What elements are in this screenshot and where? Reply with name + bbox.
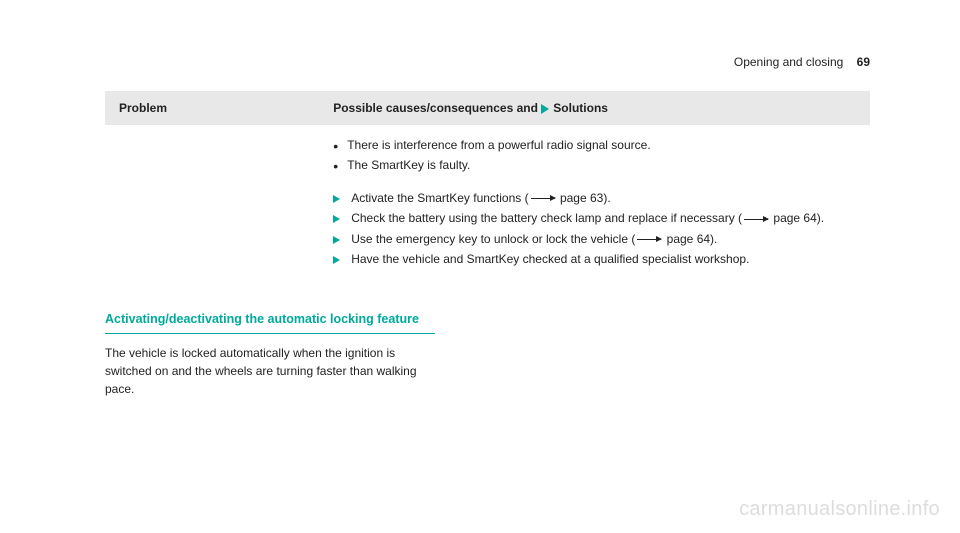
section-body: The vehicle is locked automatically when… bbox=[105, 344, 435, 398]
page-ref-arrow-icon bbox=[744, 219, 768, 220]
section-heading: Activating/deactivating the automatic lo… bbox=[105, 311, 435, 334]
actions-list: Activate the SmartKey functions ( page 6… bbox=[333, 188, 856, 270]
causes-list: There is interference from a powerful ra… bbox=[333, 135, 856, 176]
cell-solutions: There is interference from a powerful ra… bbox=[319, 125, 870, 283]
page-number: 69 bbox=[857, 55, 870, 69]
cause-item: There is interference from a powerful ra… bbox=[333, 135, 856, 155]
troubleshooting-table: Problem Possible causes/consequences and… bbox=[105, 91, 870, 283]
triangle-icon bbox=[333, 236, 340, 244]
chapter-title: Opening and closing bbox=[734, 55, 843, 69]
cell-problem bbox=[105, 125, 319, 283]
triangle-icon bbox=[333, 215, 340, 223]
action-item: Activate the SmartKey functions ( page 6… bbox=[333, 188, 856, 208]
page-ref-arrow-icon bbox=[531, 198, 555, 199]
cause-item: The SmartKey is faulty. bbox=[333, 155, 856, 175]
triangle-icon bbox=[541, 104, 549, 114]
page-header: Opening and closing 69 bbox=[105, 55, 870, 69]
action-item: Have the vehicle and SmartKey checked at… bbox=[333, 249, 856, 269]
action-item: Check the battery using the battery chec… bbox=[333, 208, 856, 228]
table-body-row: There is interference from a powerful ra… bbox=[105, 125, 870, 283]
watermark: carmanualsonline.info bbox=[739, 498, 940, 521]
table-header-row: Problem Possible causes/consequences and… bbox=[105, 91, 870, 125]
triangle-icon bbox=[333, 256, 340, 264]
col-header-problem: Problem bbox=[105, 91, 319, 125]
triangle-icon bbox=[333, 195, 340, 203]
page-ref-arrow-icon bbox=[637, 239, 661, 240]
col-header-solutions: Possible causes/consequences and Solutio… bbox=[319, 91, 870, 125]
action-item: Use the emergency key to unlock or lock … bbox=[333, 229, 856, 249]
